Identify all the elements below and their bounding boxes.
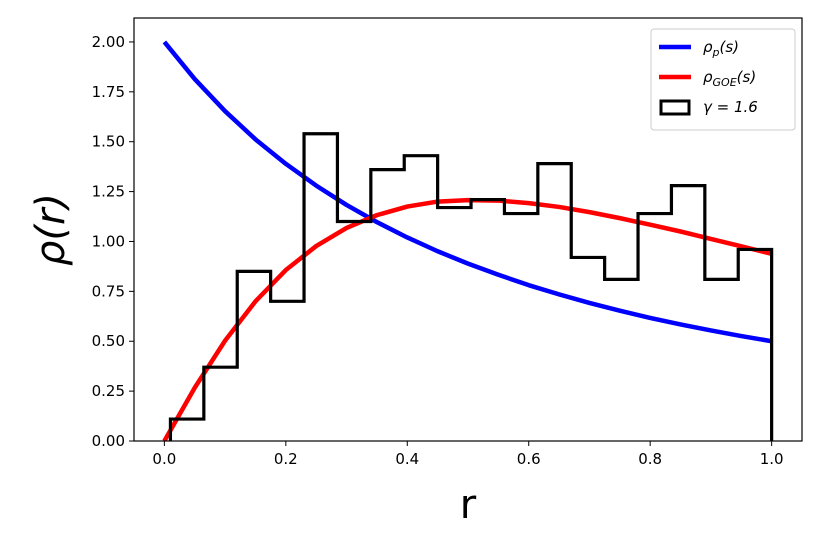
y-tick-label: 1.25 [92, 183, 125, 201]
x-tick-label: 0.8 [638, 450, 662, 468]
x-tick-label: 0.6 [517, 450, 541, 468]
y-tick-label: 1.50 [92, 133, 125, 151]
y-tick-label: 0.25 [92, 382, 125, 400]
series-line-0 [162, 40, 773, 344]
y-tick-label: 2.00 [92, 33, 125, 51]
y-tick-label: 1.00 [92, 232, 125, 250]
y-tick-label: 0.50 [92, 332, 125, 350]
axes-frame [133, 17, 803, 442]
y-axis-ticks: 0.00 0.25 0.50 0.75 1.00 1.25 1.50 1.75 2.00 [92, 33, 134, 450]
series-line-1 [162, 197, 773, 441]
y-tick-label: 0.75 [92, 282, 125, 300]
y-tick-label: 1.75 [92, 83, 125, 101]
legend-swatch [659, 99, 691, 116]
x-axis-ticks: 0.0 0.2 0.4 0.6 0.8 1.0 [152, 441, 784, 468]
legend-label: γ = 1.6 [703, 98, 758, 116]
x-tick-label: 0.0 [152, 450, 176, 468]
legend-label: ρGOE(s) [703, 68, 756, 89]
y-axis-title: ρ(r) [28, 193, 74, 266]
y-tick-label: 0.00 [92, 432, 125, 450]
x-tick-label: 1.0 [760, 450, 784, 468]
legend-label: ρp(s) [703, 38, 739, 59]
legend-box [650, 28, 796, 131]
histogram-steps [168, 132, 774, 441]
x-axis-title: r [460, 482, 477, 528]
plot-area [162, 40, 774, 441]
x-tick-label: 0.4 [395, 450, 419, 468]
legend: ρp(s) ρGOE(s) γ = 1.6 [650, 28, 796, 131]
x-tick-label: 0.2 [274, 450, 298, 468]
series-layer [162, 40, 774, 441]
